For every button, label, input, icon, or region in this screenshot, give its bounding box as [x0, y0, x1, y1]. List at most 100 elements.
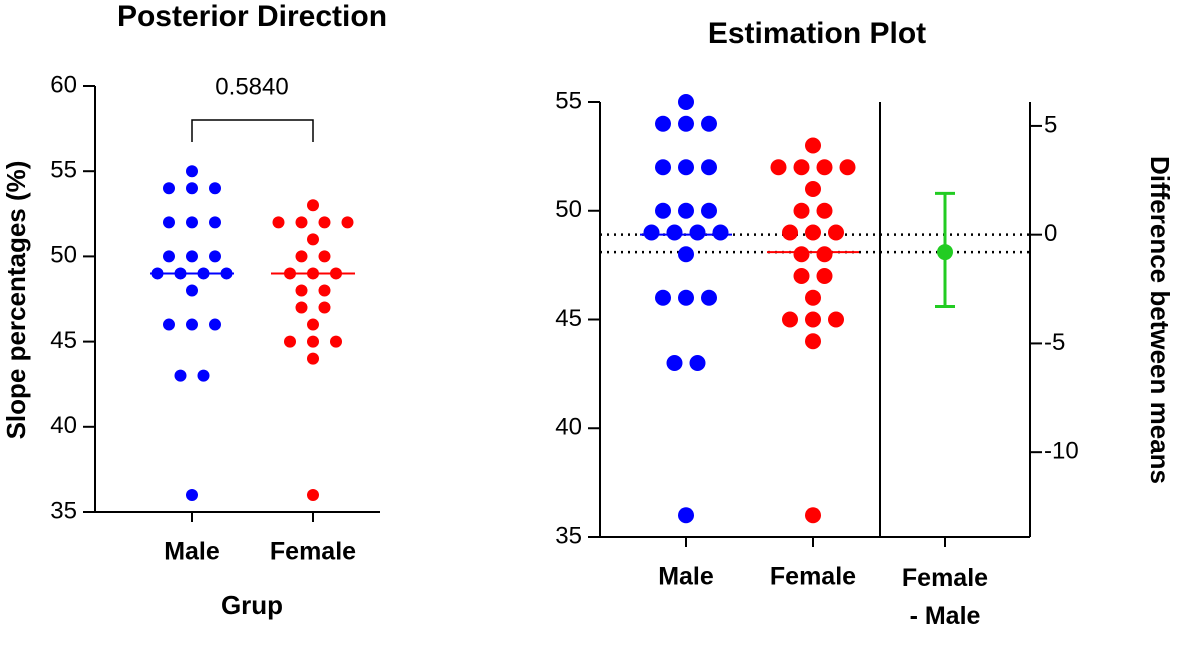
dot — [816, 246, 833, 263]
y-tick-label: 55 — [555, 87, 582, 114]
dot — [678, 202, 694, 219]
dot — [330, 335, 342, 348]
dot — [284, 335, 296, 348]
y2-tick-label: 0 — [1044, 220, 1057, 247]
dot — [678, 289, 694, 306]
y-tick-label: 40 — [555, 414, 582, 441]
dot — [782, 311, 798, 328]
y-axis-label: Slope percentages (%) — [1, 161, 31, 440]
dot — [186, 488, 198, 501]
x-tick-label: Female - Male — [901, 564, 989, 630]
dot — [174, 369, 187, 382]
dot — [655, 202, 671, 219]
annotation: 0.5840 — [215, 73, 288, 100]
y2-tick-label: 5 — [1044, 111, 1057, 138]
dot — [307, 233, 319, 246]
dot — [666, 224, 683, 241]
x-tick-label: Female — [270, 538, 356, 566]
dot — [163, 182, 175, 195]
dot — [197, 369, 210, 382]
y-tick-label: 35 — [555, 522, 582, 549]
dot — [701, 115, 717, 132]
x-tick-label: Male — [658, 563, 714, 591]
chart-title: Estimation Plot — [708, 17, 926, 50]
y-tick-label: 45 — [50, 327, 77, 354]
dot — [643, 224, 660, 241]
dot — [793, 159, 810, 176]
dot — [805, 507, 821, 524]
x-axis-label: Grup — [221, 590, 283, 620]
difference-point — [937, 244, 953, 261]
dot — [712, 224, 729, 241]
dot — [701, 159, 717, 176]
dot — [701, 289, 717, 306]
dot — [793, 268, 810, 284]
dot — [295, 216, 308, 229]
dot — [782, 224, 798, 241]
y-tick-label: 50 — [555, 196, 582, 223]
dot — [209, 182, 221, 195]
dot — [678, 246, 694, 263]
dot — [186, 216, 198, 229]
dot — [318, 284, 331, 297]
dot — [655, 289, 671, 306]
y-tick-label: 45 — [555, 305, 582, 332]
dot — [805, 224, 821, 241]
dot — [701, 202, 717, 219]
dot — [678, 507, 694, 524]
dot — [163, 250, 175, 263]
dot — [307, 199, 319, 212]
y-tick-label: 40 — [50, 412, 77, 439]
dot — [163, 216, 175, 229]
dot — [341, 216, 354, 229]
dot — [307, 318, 319, 331]
dot — [186, 318, 198, 331]
x-tick-label: Male — [164, 538, 220, 566]
dot — [839, 159, 856, 176]
dot — [307, 352, 319, 365]
y-tick-label: 50 — [50, 242, 77, 269]
dot — [209, 250, 221, 263]
dot — [295, 284, 308, 297]
dot — [186, 165, 198, 178]
dot — [793, 246, 810, 263]
dot — [678, 94, 694, 110]
dot — [655, 159, 671, 176]
dot — [816, 202, 833, 219]
dot — [209, 318, 221, 331]
dot — [678, 159, 694, 176]
dot — [318, 216, 331, 229]
dot — [209, 216, 221, 229]
dot — [805, 181, 821, 197]
dot — [805, 333, 821, 350]
y2-tick-label: -5 — [1044, 329, 1065, 356]
y2-axis-label: Difference between means — [1145, 156, 1175, 484]
dot — [805, 137, 821, 154]
dot — [186, 182, 198, 195]
y-tick-label: 60 — [50, 71, 77, 98]
dot — [805, 289, 821, 306]
dot — [678, 115, 694, 132]
dot — [816, 268, 833, 284]
dot — [318, 250, 331, 263]
dot — [295, 301, 308, 314]
dot — [828, 311, 844, 328]
y-tick-label: 55 — [50, 157, 77, 184]
bracket — [191, 119, 314, 142]
x-tick-label: Female — [770, 563, 856, 591]
dot — [770, 159, 787, 176]
dot — [805, 311, 821, 328]
dot — [186, 284, 198, 297]
dot — [186, 250, 198, 263]
dot — [318, 301, 331, 314]
y-tick-label: 35 — [50, 497, 77, 524]
dot — [666, 355, 683, 371]
dot — [689, 224, 706, 241]
dot — [793, 202, 810, 219]
dot — [307, 488, 319, 501]
dot — [828, 224, 844, 241]
chart-title: Posterior Direction — [117, 0, 387, 33]
dot — [307, 335, 319, 348]
dot — [689, 355, 706, 371]
